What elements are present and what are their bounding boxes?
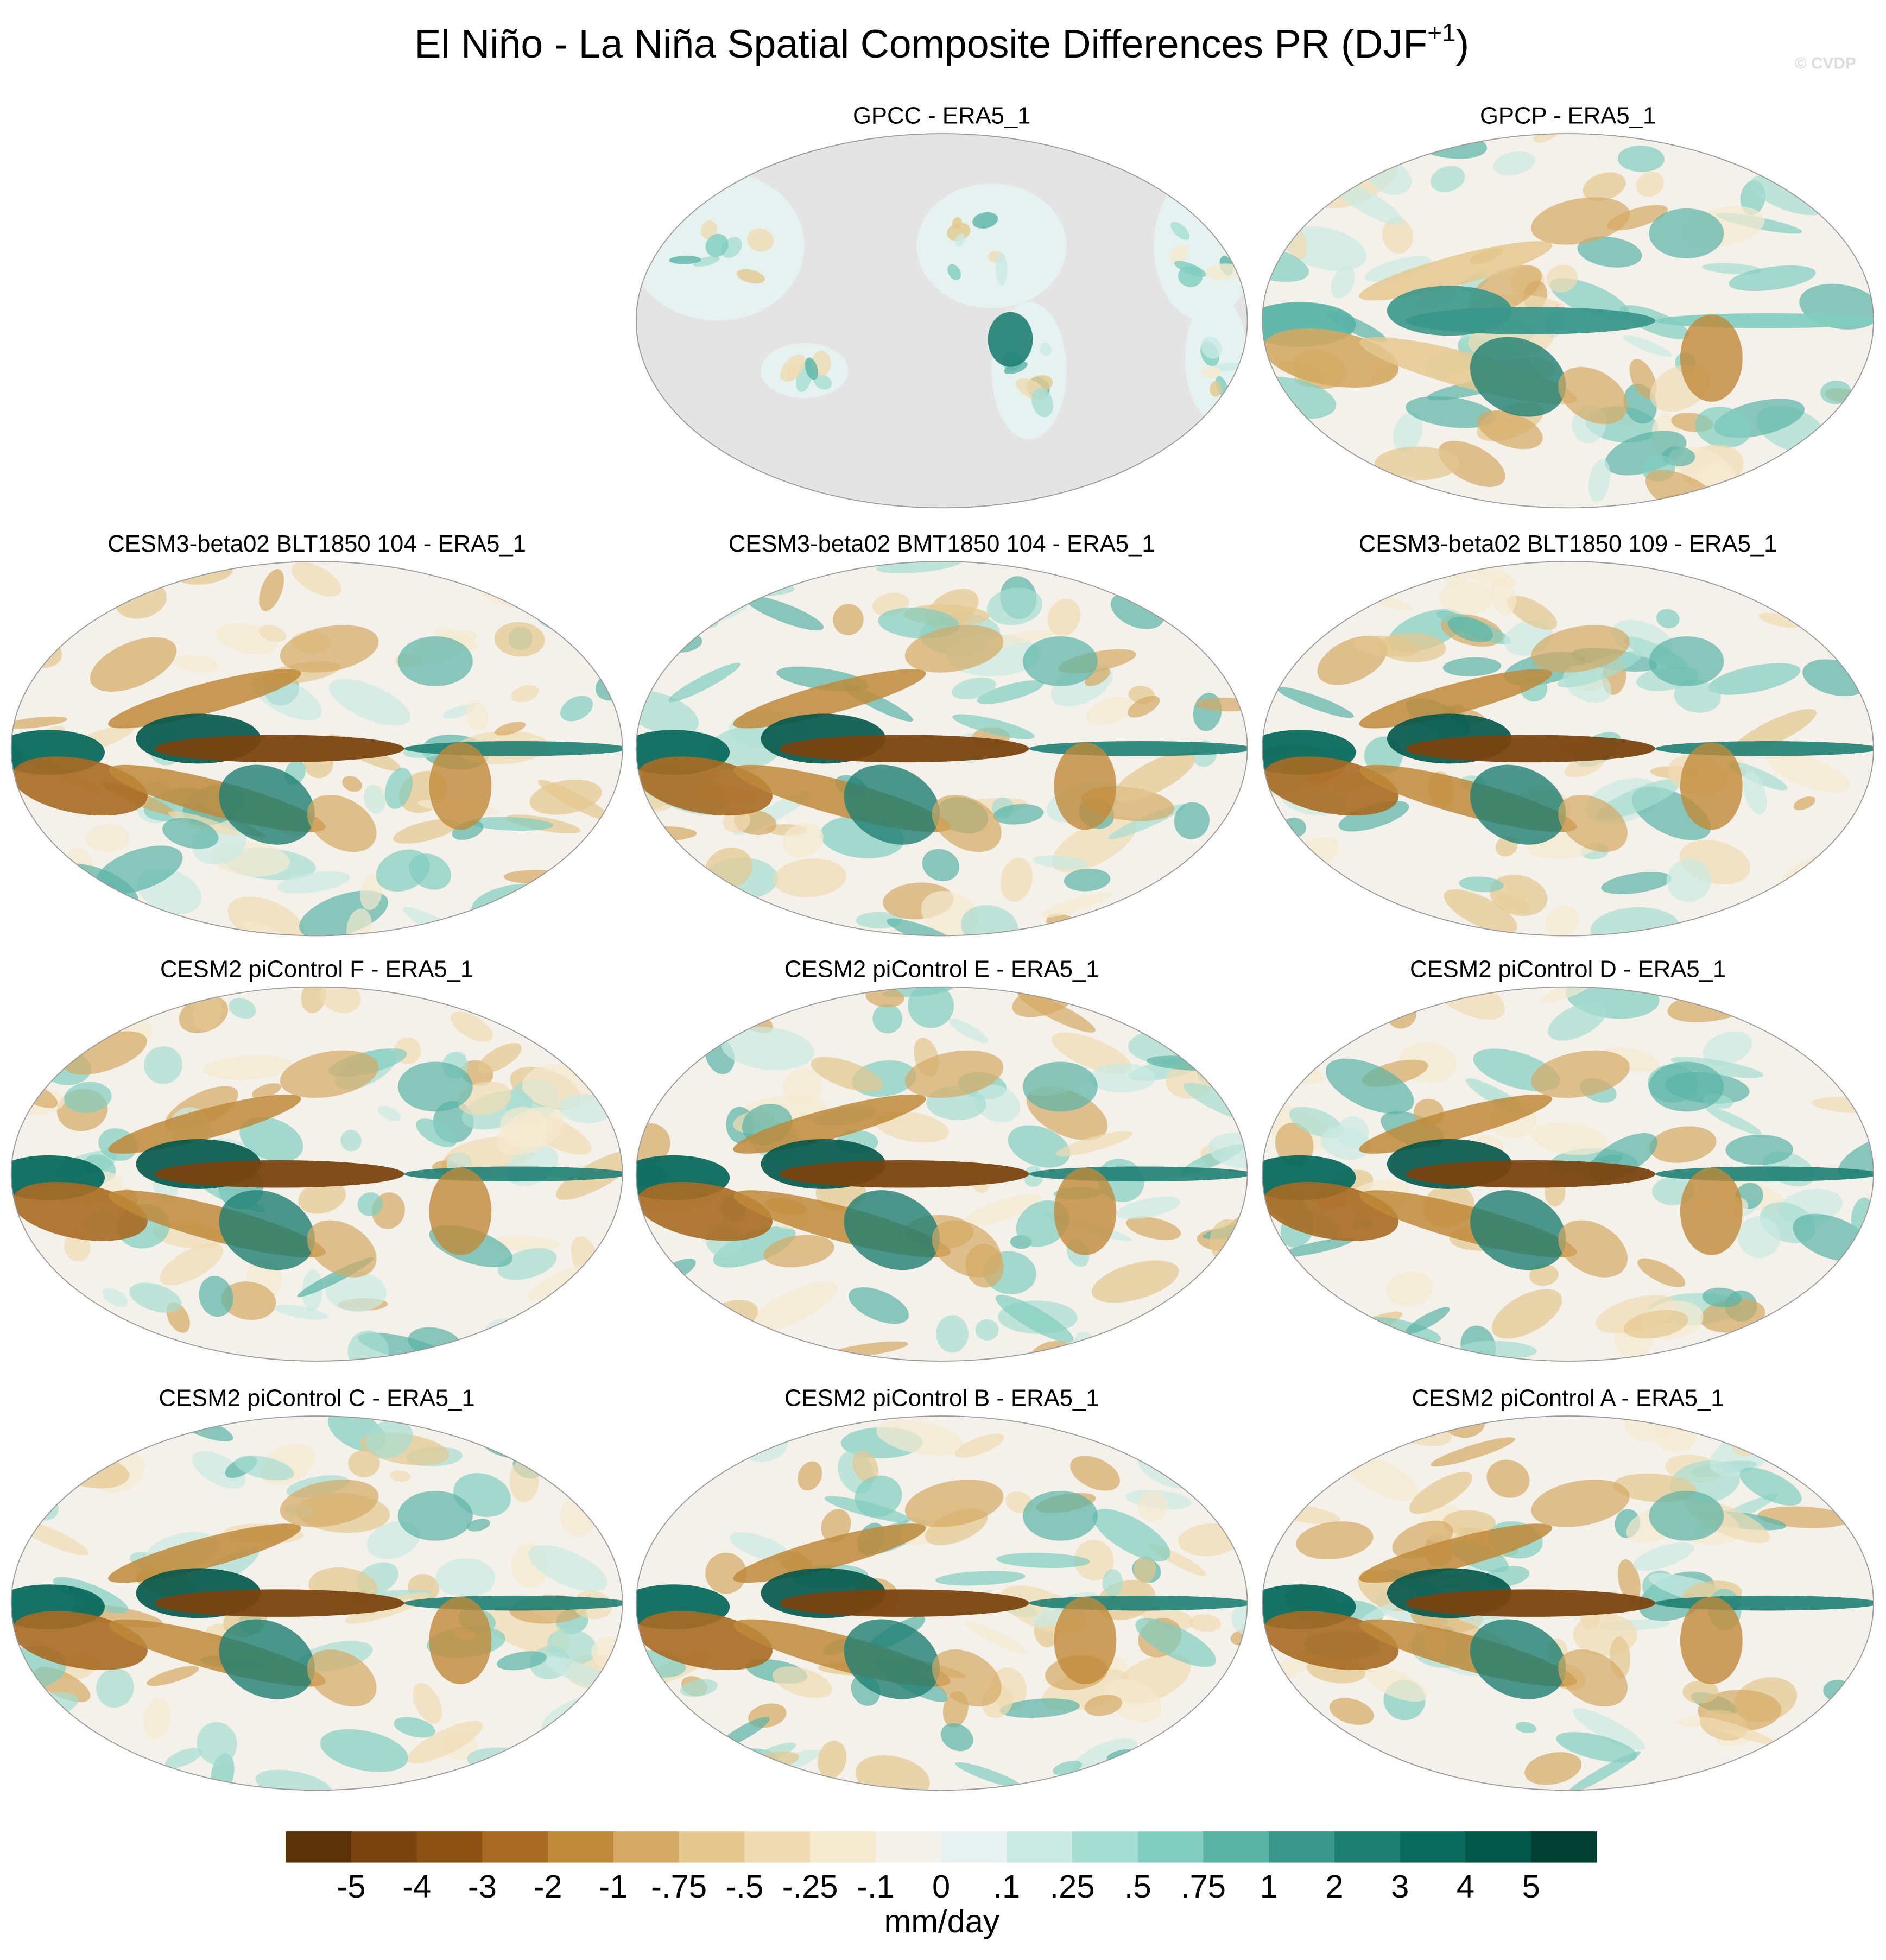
colorbar-box <box>416 1831 483 1863</box>
colorbar-box <box>548 1831 614 1863</box>
panel-title: CESM2 piControl B - ERA5_1 <box>784 1385 1099 1412</box>
map-outline <box>1262 986 1874 1362</box>
map <box>11 987 623 1361</box>
colorbar-box <box>941 1831 1007 1863</box>
map-panel: CESM2 piControl F - ERA5_1 <box>10 956 623 1362</box>
panel-title: GPCP - ERA5_1 <box>1480 103 1656 129</box>
panel-title: GPCC - ERA5_1 <box>853 103 1030 129</box>
colorbar-label: 3 <box>1391 1868 1409 1905</box>
map-outline <box>1262 133 1874 509</box>
map <box>1262 561 1874 936</box>
map-panel: CESM2 piControl C - ERA5_1 <box>10 1385 623 1791</box>
panel-title: CESM2 piControl D - ERA5_1 <box>1410 956 1726 982</box>
map <box>1262 987 1874 1361</box>
colorbar-label: -.75 <box>651 1868 707 1905</box>
map-panel: CESM2 piControl B - ERA5_1 <box>635 1385 1248 1791</box>
map <box>11 1416 623 1791</box>
colorbar-box <box>1400 1831 1466 1863</box>
map-outline <box>635 133 1248 509</box>
colorbar-label: -2 <box>534 1868 562 1905</box>
colorbar-box <box>679 1831 745 1863</box>
panels: GPCC - ERA5_1 GPCP - ERA5_1 CESM3-beta02 B… <box>10 103 1874 1791</box>
map-panel: GPCP - ERA5_1 <box>1262 103 1874 509</box>
colorbar-box <box>1465 1831 1531 1863</box>
colorbar-units: mm/day <box>884 1903 1000 1939</box>
map-outline <box>635 561 1248 937</box>
colorbar-box <box>286 1831 352 1863</box>
colorbar-box <box>744 1831 811 1863</box>
colorbar-label: .1 <box>993 1868 1020 1905</box>
colorbar-label: .5 <box>1124 1868 1151 1905</box>
panel-title: CESM3-beta02 BLT1850 109 - ERA5_1 <box>1359 530 1777 557</box>
map-panel: CESM3-beta02 BLT1850 109 - ERA5_1 <box>1262 530 1874 937</box>
panel-title: CESM2 piControl C - ERA5_1 <box>159 1385 475 1412</box>
title-superscript: +1 <box>1427 18 1455 47</box>
colorbar-label: 1 <box>1260 1868 1278 1905</box>
map <box>636 134 1248 508</box>
colorbar-label: 5 <box>1522 1868 1540 1905</box>
map <box>636 561 1248 936</box>
colorbar-box <box>613 1831 680 1863</box>
map <box>636 987 1248 1361</box>
map-panel: GPCC - ERA5_1 <box>635 103 1248 509</box>
colorbar-box <box>810 1831 876 1863</box>
panel-title: CESM2 piControl A - ERA5_1 <box>1412 1385 1724 1412</box>
colorbar-label: .75 <box>1181 1868 1226 1905</box>
colorbar-box <box>875 1831 942 1863</box>
colorbar-label: -.5 <box>725 1868 763 1905</box>
map <box>11 561 623 936</box>
map-outline <box>10 1415 623 1791</box>
panel-title: CESM2 piControl E - ERA5_1 <box>784 956 1099 982</box>
colorbar-label: -3 <box>468 1868 497 1905</box>
panel-title: CESM2 piControl F - ERA5_1 <box>160 956 473 982</box>
map-outline <box>635 1415 1248 1791</box>
map-outline <box>1262 561 1874 937</box>
colorbar-box <box>351 1831 417 1863</box>
colorbar-label: 0 <box>932 1868 950 1905</box>
colorbar-label: -.25 <box>782 1868 838 1905</box>
watermark: © CVDP <box>1795 55 1856 73</box>
colorbar-box <box>482 1831 548 1863</box>
map-outline <box>635 986 1248 1362</box>
colorbar-box <box>1531 1831 1597 1863</box>
colorbar: -5 -4 -3 -2 -1 -.75 -.5 -.25 -.1 0 .1 .25 .5 .75 1 2 3 4 5… <box>286 1831 1597 1939</box>
colorbar-label: -.1 <box>857 1868 895 1905</box>
map <box>1262 1416 1874 1791</box>
map-panel: CESM3-beta02 BMT1850 104 - ERA5_1 <box>635 530 1248 937</box>
map-panel: CESM3-beta02 BLT1850 104 - ERA5_1 <box>10 530 623 937</box>
colorbar-label: -4 <box>402 1868 431 1905</box>
colorbar-label: -5 <box>337 1868 365 1905</box>
colorbar-box <box>1007 1831 1073 1863</box>
colorbar-box <box>1269 1831 1335 1863</box>
panel-title: CESM3-beta02 BMT1850 104 - ERA5_1 <box>729 530 1155 557</box>
colorbar-label: .25 <box>1050 1868 1095 1905</box>
map-panel: CESM2 piControl D - ERA5_1 <box>1262 956 1874 1362</box>
panel-title: CESM3-beta02 BLT1850 104 - ERA5_1 <box>107 530 526 557</box>
title-suffix: ) <box>1456 21 1469 66</box>
map-outline <box>1262 1415 1874 1791</box>
title-text: El Niño - La Niña Spatial Composite Diff… <box>414 21 1427 66</box>
colorbar-label: 4 <box>1457 1868 1474 1905</box>
colorbar-box <box>1072 1831 1138 1863</box>
map-outline <box>10 986 623 1362</box>
colorbar-label: 2 <box>1325 1868 1343 1905</box>
colorbar-box <box>1334 1831 1401 1863</box>
figure-title: El Niño - La Niña Spatial Composite Diff… <box>414 18 1469 66</box>
map <box>1262 134 1874 508</box>
map <box>636 1416 1248 1791</box>
map-panel: CESM2 piControl A - ERA5_1 <box>1262 1385 1874 1791</box>
colorbar-box <box>1203 1831 1269 1863</box>
colorbar-box <box>1137 1831 1204 1863</box>
map-panel: CESM2 piControl E - ERA5_1 <box>635 956 1248 1362</box>
map-outline <box>10 561 623 937</box>
colorbar-label: -1 <box>599 1868 628 1905</box>
